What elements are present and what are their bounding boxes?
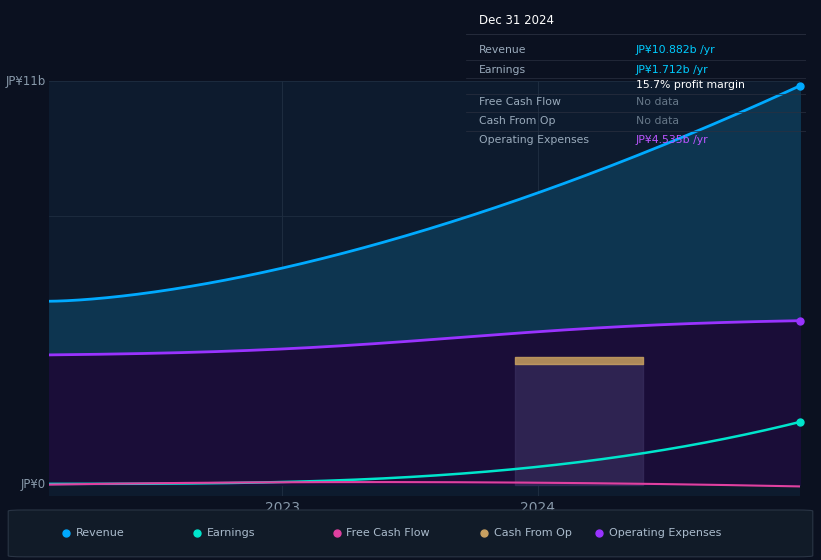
Text: 15.7% profit margin: 15.7% profit margin: [635, 80, 745, 90]
Text: Dec 31 2024: Dec 31 2024: [479, 15, 554, 27]
Text: No data: No data: [635, 116, 679, 127]
Text: JP¥1.712b /yr: JP¥1.712b /yr: [635, 66, 709, 76]
Text: Operating Expenses: Operating Expenses: [479, 136, 589, 146]
Text: Earnings: Earnings: [479, 66, 526, 76]
Text: Free Cash Flow: Free Cash Flow: [346, 529, 430, 538]
Text: JP¥11b: JP¥11b: [5, 74, 45, 88]
FancyBboxPatch shape: [8, 510, 813, 557]
Text: JP¥10.882b /yr: JP¥10.882b /yr: [635, 45, 715, 55]
Text: Cash From Op: Cash From Op: [494, 529, 572, 538]
Text: Cash From Op: Cash From Op: [479, 116, 556, 127]
Text: Operating Expenses: Operating Expenses: [609, 529, 722, 538]
Text: Revenue: Revenue: [76, 529, 124, 538]
Text: JP¥0: JP¥0: [21, 478, 45, 491]
Text: Earnings: Earnings: [207, 529, 255, 538]
Text: No data: No data: [635, 97, 679, 108]
Text: Revenue: Revenue: [479, 45, 526, 55]
Text: Free Cash Flow: Free Cash Flow: [479, 97, 561, 108]
Text: JP¥4.535b /yr: JP¥4.535b /yr: [635, 136, 709, 146]
